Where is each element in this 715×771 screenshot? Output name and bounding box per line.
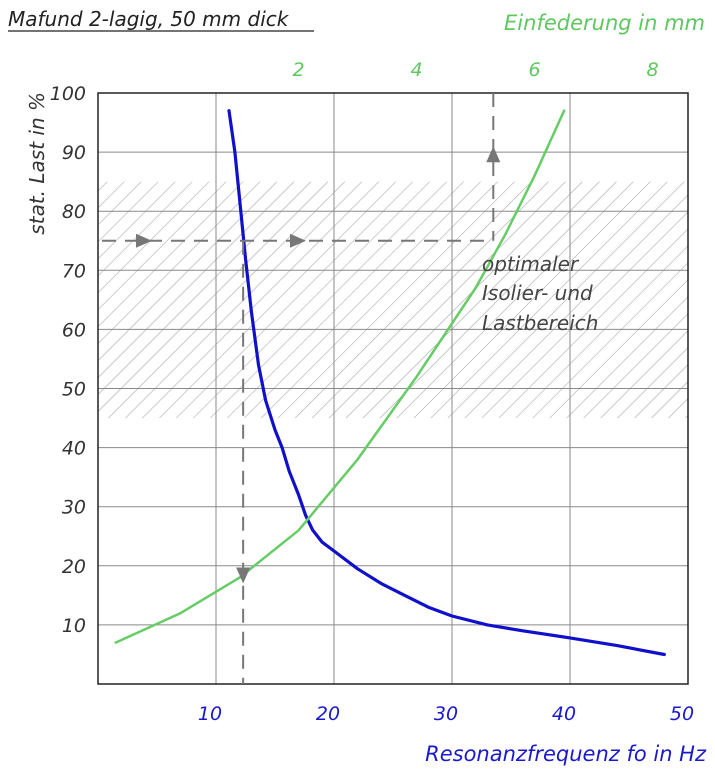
y-tick-label: 10 xyxy=(62,615,86,637)
x-axis-label: Resonanzfrequenz fo in Hz xyxy=(425,742,707,766)
x-tick-label: 30 xyxy=(434,703,458,725)
y-tick-label: 70 xyxy=(62,260,86,282)
x2-tick-label: 4 xyxy=(411,59,423,81)
plot-frame xyxy=(97,92,689,685)
grid xyxy=(98,93,688,684)
annotation-block: optimaler Isolier- und Lastbereich xyxy=(482,252,598,335)
arrow-right-icon xyxy=(136,233,152,248)
x-tick-label: 50 xyxy=(670,703,694,725)
x2-tick-labels: 2 4 6 8 xyxy=(293,59,659,81)
x-tick-label: 20 xyxy=(316,703,340,725)
x-tick-label: 40 xyxy=(552,703,576,725)
y-tick-label: 80 xyxy=(62,201,86,223)
x-tick-label: 10 xyxy=(198,703,222,725)
arrow-down-icon xyxy=(236,567,251,584)
annotation-line-1: optimaler xyxy=(482,252,580,276)
annotation-line-2: Isolier- und xyxy=(482,281,593,305)
chart-title: Mafund 2-lagig, 50 mm dick xyxy=(8,7,290,31)
arrow-right-icon xyxy=(290,233,306,248)
x2-axis-label: Einfederung in mm xyxy=(504,11,705,35)
y-tick-label: 40 xyxy=(62,438,86,460)
deflection-curve xyxy=(114,109,566,644)
frequency-curve xyxy=(227,109,667,657)
series-group xyxy=(114,109,667,657)
y-tick-label: 90 xyxy=(62,142,86,164)
optimal-range-band xyxy=(98,181,688,419)
x2-tick-label: 2 xyxy=(293,59,305,81)
y-tick-labels: 10 20 30 40 50 60 70 80 90 100 xyxy=(50,83,86,637)
y-tick-label: 30 xyxy=(62,497,86,519)
y-tick-label: 60 xyxy=(62,319,86,341)
y-tick-label: 50 xyxy=(62,379,86,401)
y-tick-label: 100 xyxy=(50,83,86,105)
x2-tick-label: 8 xyxy=(647,59,659,81)
x2-tick-label: 6 xyxy=(529,59,541,81)
arrow-up-icon xyxy=(486,146,501,163)
y-axis-label: stat. Last in % xyxy=(25,92,49,235)
x-tick-labels: 10 20 30 40 50 xyxy=(198,703,694,725)
y-tick-label: 20 xyxy=(62,556,86,578)
annotation-line-3: Lastbereich xyxy=(482,311,598,335)
example-path xyxy=(102,93,501,684)
